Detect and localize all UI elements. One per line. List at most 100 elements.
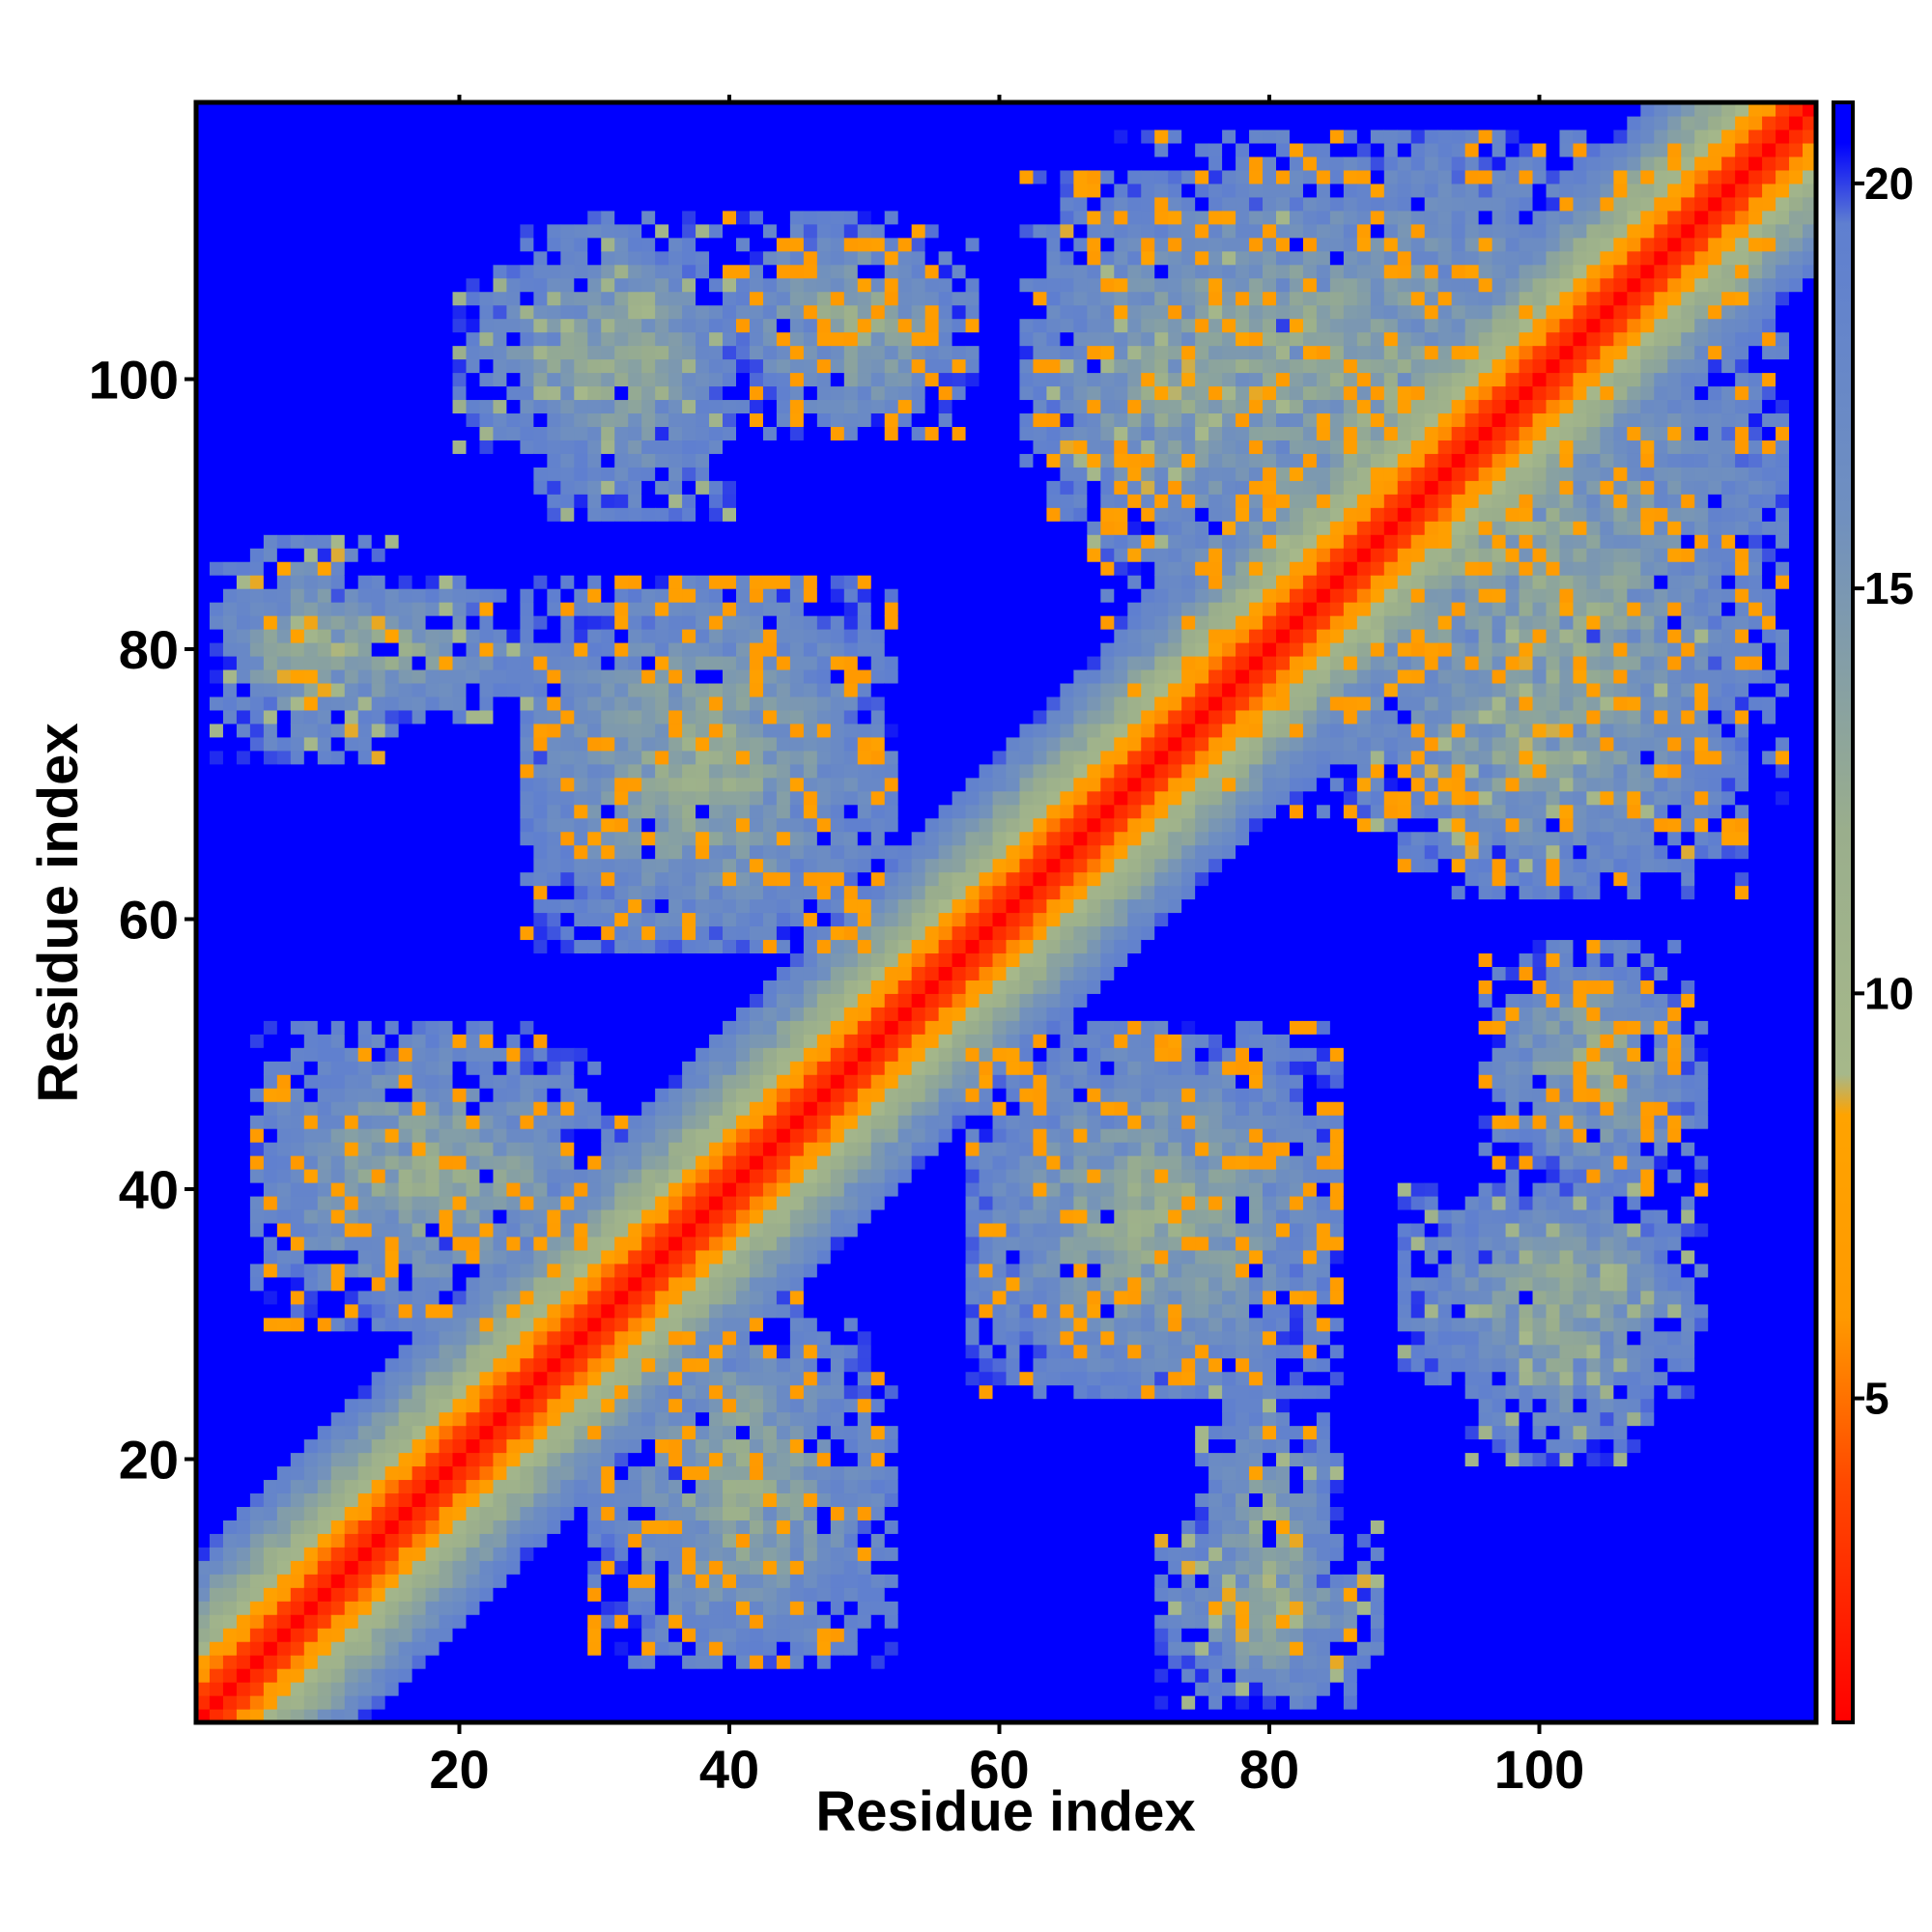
heatmap-cell <box>317 1587 332 1602</box>
heatmap-cell <box>317 763 332 779</box>
heatmap-cell <box>520 1357 534 1373</box>
heatmap-cell <box>466 763 481 779</box>
heatmap-cell <box>276 210 292 225</box>
heatmap-cell <box>614 1263 629 1278</box>
heatmap-cell <box>196 1492 211 1507</box>
heatmap-cell <box>574 1614 588 1629</box>
heatmap-cell <box>452 453 468 468</box>
heatmap-cell <box>466 1411 481 1427</box>
heatmap-cell <box>371 1357 386 1373</box>
heatmap-cell <box>196 682 211 697</box>
heatmap-cell <box>560 277 575 293</box>
heatmap-cell <box>506 453 521 468</box>
heatmap-cell <box>587 736 602 752</box>
heatmap-cell <box>547 615 561 630</box>
heatmap-cell <box>655 1371 669 1386</box>
heatmap-cell <box>533 1101 548 1116</box>
heatmap-cell <box>696 291 710 306</box>
heatmap-cell <box>196 561 211 576</box>
heatmap-cell <box>330 277 346 293</box>
heatmap-cell <box>276 1425 292 1440</box>
heatmap-cell <box>736 1020 751 1035</box>
heatmap-cell <box>290 750 305 765</box>
heatmap-cell <box>466 709 481 724</box>
heatmap-cell <box>222 291 238 306</box>
heatmap-cell <box>628 1020 642 1035</box>
heatmap-cell <box>196 1169 211 1183</box>
heatmap-cell <box>209 1074 224 1089</box>
heatmap-cell <box>466 1425 481 1440</box>
heatmap-cell <box>412 1682 427 1696</box>
heatmap-cell <box>696 1020 710 1035</box>
heatmap-cell <box>330 912 346 927</box>
heatmap-cell <box>560 1614 575 1629</box>
heatmap-cell <box>371 602 386 616</box>
heatmap-cell <box>412 237 427 252</box>
heatmap-cell <box>452 993 468 1008</box>
heatmap-cell <box>628 736 642 752</box>
heatmap-cell <box>493 1357 508 1373</box>
heatmap-cell <box>723 210 737 225</box>
heatmap-cell <box>249 1290 265 1305</box>
heatmap-cell <box>587 790 602 806</box>
heatmap-cell <box>709 1641 724 1656</box>
heatmap-cell <box>574 1452 588 1467</box>
heatmap-cell <box>520 1587 534 1602</box>
heatmap-cell <box>723 345 737 360</box>
heatmap-cell <box>709 1330 724 1346</box>
heatmap-cell <box>357 1007 373 1021</box>
heatmap-cell <box>682 1452 696 1467</box>
heatmap-cell <box>290 237 305 252</box>
heatmap-cell <box>384 1047 400 1062</box>
heatmap-cell <box>222 561 238 576</box>
heatmap-cell <box>236 1101 251 1116</box>
heatmap-cell <box>452 1182 468 1197</box>
heatmap-cell <box>668 1574 683 1588</box>
heatmap-cell <box>209 345 224 360</box>
heatmap-cell <box>263 1384 278 1400</box>
heatmap-cell <box>628 426 642 440</box>
heatmap-cell <box>547 250 561 266</box>
heatmap-cell <box>736 372 751 387</box>
heatmap-cell <box>344 682 359 697</box>
heatmap-cell <box>236 763 251 779</box>
heatmap-cell <box>330 925 346 941</box>
heatmap-cell <box>398 980 413 994</box>
heatmap-cell <box>303 939 319 954</box>
heatmap-cell <box>452 966 468 980</box>
heatmap-cell <box>452 264 468 279</box>
heatmap-cell <box>249 980 265 994</box>
heatmap-cell <box>479 507 495 522</box>
heatmap-cell <box>506 966 521 980</box>
heatmap-cell <box>236 237 251 252</box>
heatmap-cell <box>655 871 669 887</box>
heatmap-cell <box>723 223 737 239</box>
heatmap-cell <box>696 1384 710 1400</box>
heatmap-cell <box>209 1560 224 1575</box>
heatmap-cell <box>520 128 534 144</box>
heatmap-cell <box>222 858 238 873</box>
heatmap-cell <box>601 777 615 792</box>
heatmap-cell <box>641 507 656 522</box>
heatmap-cell <box>425 223 440 239</box>
heatmap-cell <box>330 1465 346 1481</box>
heatmap-cell <box>655 817 669 833</box>
heatmap-cell <box>290 1236 305 1251</box>
heatmap-cell <box>452 642 468 657</box>
heatmap-cell <box>344 1560 359 1575</box>
heatmap-cell <box>601 1574 615 1588</box>
heatmap-cell <box>303 534 319 549</box>
heatmap-cell <box>696 831 710 846</box>
heatmap-cell <box>290 1465 305 1481</box>
heatmap-cell <box>236 575 251 589</box>
heatmap-cell <box>290 763 305 779</box>
heatmap-cell <box>547 655 561 670</box>
heatmap-cell <box>384 345 400 360</box>
heatmap-cell <box>736 682 751 697</box>
heatmap-cell <box>439 1115 454 1129</box>
heatmap-cell <box>236 115 251 130</box>
heatmap-cell <box>439 575 454 589</box>
heatmap-cell <box>344 668 359 684</box>
heatmap-cell <box>303 1236 319 1251</box>
heatmap-cell <box>371 925 386 941</box>
